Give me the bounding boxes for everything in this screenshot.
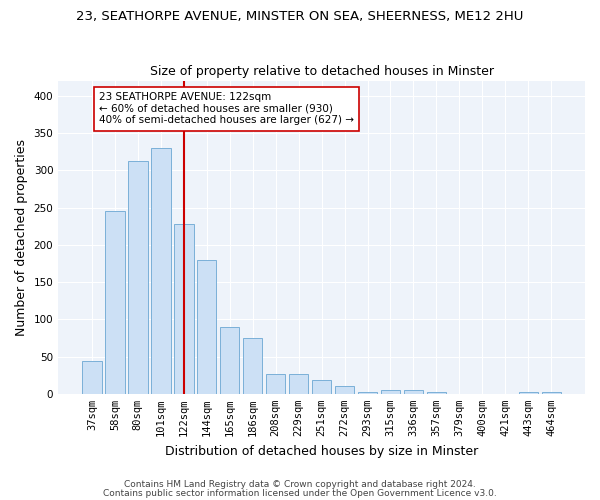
X-axis label: Distribution of detached houses by size in Minster: Distribution of detached houses by size … [165,444,478,458]
Bar [128,160,148,394]
Text: 23, SEATHORPE AVENUE, MINSTER ON SEA, SHEERNESS, ME12 2HU: 23, SEATHORPE AVENUE, MINSTER ON SEA, SH… [76,10,524,23]
Y-axis label: Number of detached properties: Number of detached properties [15,139,28,336]
Bar [266,374,286,394]
Bar [427,392,446,394]
Bar [381,390,400,394]
Bar [335,386,355,394]
Text: Contains HM Land Registry data © Crown copyright and database right 2024.: Contains HM Land Registry data © Crown c… [124,480,476,489]
Bar [220,327,239,394]
Bar [518,392,538,394]
Text: Contains public sector information licensed under the Open Government Licence v3: Contains public sector information licen… [103,489,497,498]
Bar [82,361,101,394]
Bar [358,392,377,394]
Bar [174,224,194,394]
Bar [197,260,217,394]
Bar [151,148,170,394]
Bar [105,212,125,394]
Bar [243,338,262,394]
Bar [289,374,308,394]
Bar [542,392,561,394]
Text: 23 SEATHORPE AVENUE: 122sqm
← 60% of detached houses are smaller (930)
40% of se: 23 SEATHORPE AVENUE: 122sqm ← 60% of det… [99,92,354,126]
Title: Size of property relative to detached houses in Minster: Size of property relative to detached ho… [149,66,494,78]
Bar [404,390,423,394]
Bar [312,380,331,394]
